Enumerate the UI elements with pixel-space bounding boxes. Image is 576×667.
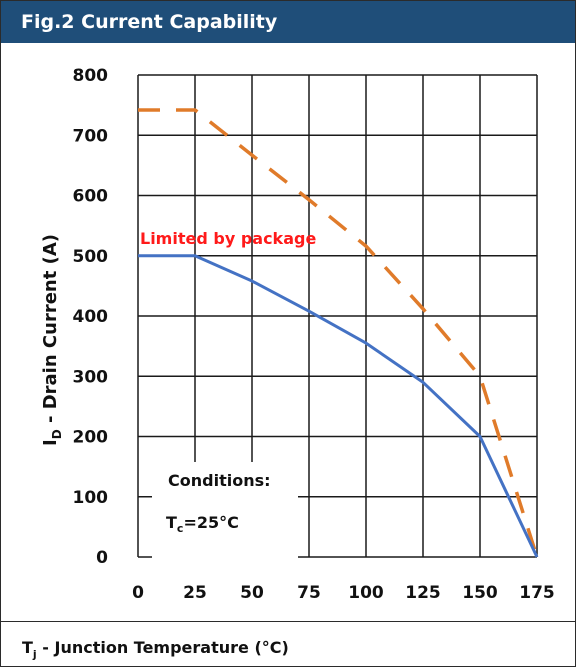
x-tick-labels: 0 25 50 75 100 125 150 175 (132, 583, 555, 603)
y-tick-label: 800 (73, 66, 109, 86)
y-tick-label: 400 (73, 307, 109, 327)
y-tick-label: 200 (73, 428, 109, 448)
y-axis-title: ID - Drain Current (A) (40, 234, 64, 446)
x-tick-label: 125 (405, 583, 441, 603)
x-tick-label: 175 (519, 583, 555, 603)
x-tick-label: 25 (183, 583, 207, 603)
x-tick-label: 100 (348, 583, 384, 603)
x-tick-label: 75 (297, 583, 321, 603)
x-axis-title: Tj - Junction Temperature (°C) (22, 638, 289, 661)
x-tick-label: 0 (132, 583, 144, 603)
x-tick-label: 50 (240, 583, 264, 603)
limit-annotation: Limited by package (140, 229, 316, 248)
y-tick-label: 0 (96, 548, 108, 568)
conditions-annotation: Conditions: Tc=25°C (152, 462, 298, 560)
series-solid-line (138, 254, 539, 558)
y-tick-label: 600 (73, 187, 109, 207)
series-layer (138, 108, 539, 558)
title-bar: Fig.2 Current Capability (1, 1, 575, 43)
conditions-value: Tc=25°C (166, 513, 239, 535)
figure-title: Fig.2 Current Capability (21, 11, 278, 33)
series-dashed-line (138, 108, 539, 558)
y-tick-label: 100 (73, 488, 109, 508)
y-tick-labels: 0 100 200 300 400 500 600 700 800 (73, 66, 109, 568)
x-tick-label: 150 (462, 583, 498, 603)
conditions-title: Conditions: (168, 471, 271, 490)
y-tick-label: 700 (73, 126, 109, 146)
y-tick-label: 500 (73, 247, 109, 267)
y-tick-label: 300 (73, 367, 109, 387)
footer-divider (1, 621, 575, 622)
